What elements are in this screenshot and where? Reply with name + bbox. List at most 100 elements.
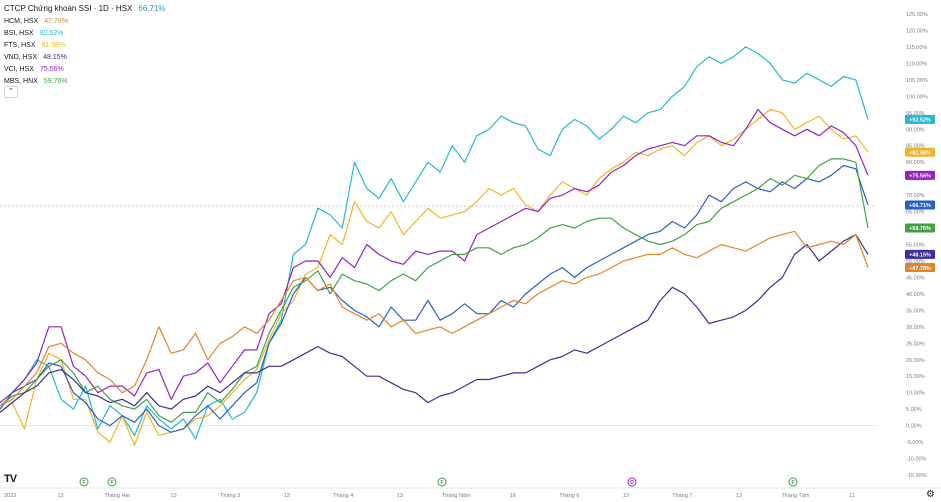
time-axis[interactable]: 2023 13 Tháng Hai 13 Tháng 3 13 Tháng 4 13 Tháng… bbox=[4, 493, 855, 499]
x-tick-label: 13 bbox=[57, 493, 63, 499]
event-marker-label: F bbox=[440, 480, 443, 486]
x-tick-label: Tháng 6 bbox=[559, 493, 579, 499]
x-tick-label: 13 bbox=[171, 493, 177, 499]
series-end-label-bg bbox=[905, 170, 935, 180]
legend: CTCP Chứng khoán SSI · 1D · HSX 66.71% H… bbox=[4, 2, 166, 87]
series-end-label-text: +59.76% bbox=[909, 226, 931, 232]
event-marker-circle bbox=[79, 477, 89, 487]
series-line bbox=[0, 108, 869, 446]
series-end-label-text: +48.15% bbox=[909, 253, 931, 259]
legend-main-value: 66.71% bbox=[138, 4, 166, 13]
legend-item[interactable]: HCM, HSX 47.78% bbox=[4, 15, 166, 27]
event-marker-circle bbox=[627, 477, 637, 487]
legend-main-name: CTCP Chứng khoán SSI · 1D · HSX bbox=[4, 4, 133, 13]
y-tick-label: 70.00% bbox=[906, 193, 925, 199]
y-tick-label: 100.00% bbox=[906, 94, 928, 100]
x-tick-label: Tháng 3 bbox=[220, 493, 240, 499]
x-tick-label: 13 bbox=[397, 493, 403, 499]
y-tick-label: -5.00% bbox=[906, 440, 924, 446]
series-end-label-bg bbox=[905, 249, 935, 259]
series-end-label-text: +81.98% bbox=[909, 151, 931, 157]
legend-item[interactable]: FTS, HSX 81.98% bbox=[4, 39, 166, 51]
grid-lines bbox=[0, 205, 941, 489]
y-tick-label: 95.00% bbox=[906, 111, 925, 117]
event-marker-label: D bbox=[630, 480, 634, 486]
event-marker[interactable]: F bbox=[437, 477, 447, 487]
y-tick-label: 5.00% bbox=[906, 407, 922, 413]
series-end-label: +48.15% bbox=[905, 249, 935, 259]
event-marker[interactable]: D bbox=[627, 477, 637, 487]
series-line bbox=[0, 158, 869, 423]
x-tick-label: 13 bbox=[736, 493, 742, 499]
series-end-label-bg bbox=[905, 114, 935, 124]
y-tick-label: -10.00% bbox=[906, 457, 927, 463]
y-tick-label: 125.00% bbox=[906, 12, 928, 18]
legend-item-name: HCM, HSX bbox=[4, 17, 39, 25]
x-tick-label: 2023 bbox=[4, 493, 16, 499]
series-end-label-bg bbox=[905, 263, 935, 273]
y-tick-label: 10.00% bbox=[906, 391, 925, 397]
legend-item[interactable]: BSI, HSX 92.52% bbox=[4, 27, 166, 39]
event-marker-circle bbox=[788, 477, 798, 487]
series-line bbox=[0, 108, 869, 404]
gear-icon[interactable]: ⚙ bbox=[926, 489, 935, 500]
event-marker-circle bbox=[107, 477, 117, 487]
event-marker-circle bbox=[437, 477, 447, 487]
legend-item[interactable]: VND, HSX 48.15% bbox=[4, 51, 166, 63]
y-tick-label: 105.00% bbox=[906, 78, 928, 84]
price-axis[interactable]: 125.00% 120.00% 115.00% 110.00% 105.00% 100.0… bbox=[906, 12, 928, 479]
y-tick-label: 110.00% bbox=[906, 61, 927, 67]
legend-item-value: 48.15% bbox=[43, 53, 67, 61]
y-tick-label: 25.00% bbox=[906, 341, 925, 347]
event-marker[interactable]: F bbox=[79, 477, 89, 487]
series-line bbox=[0, 234, 869, 413]
legend-item-value: 47.78% bbox=[44, 17, 68, 25]
legend-item-value: 81.98% bbox=[41, 41, 66, 49]
series-line bbox=[0, 46, 869, 440]
series-end-label: +59.76% bbox=[905, 223, 935, 233]
y-tick-label: 0.00% bbox=[906, 424, 922, 430]
x-tick-label: 13 bbox=[623, 493, 629, 499]
event-marker[interactable]: F bbox=[788, 477, 798, 487]
legend-item-value: 92.52% bbox=[39, 29, 64, 37]
y-tick-label: 15.00% bbox=[906, 374, 925, 380]
y-tick-label: 40.00% bbox=[906, 292, 925, 298]
event-marker-label: F bbox=[110, 480, 113, 486]
chevron-up-icon[interactable]: ⌃ bbox=[4, 86, 18, 98]
x-tick-label: 13 bbox=[284, 493, 290, 499]
legend-item-name: VCI, HSX bbox=[4, 65, 34, 73]
y-tick-label: 45.00% bbox=[906, 275, 925, 281]
series-end-label: +47.78% bbox=[905, 263, 935, 273]
legend-item[interactable]: VCI, HSX 75.56% bbox=[4, 63, 166, 75]
y-tick-label: 35.00% bbox=[906, 308, 925, 314]
series-end-label-text: +75.56% bbox=[909, 174, 931, 180]
event-marker[interactable]: F bbox=[107, 477, 117, 487]
y-tick-label: 20.00% bbox=[906, 358, 925, 364]
series-end-label-text: +66.71% bbox=[909, 203, 931, 209]
y-tick-label: 85.00% bbox=[906, 144, 925, 150]
series-end-label-bg bbox=[905, 200, 935, 210]
y-tick-label: 50.00% bbox=[906, 259, 925, 265]
y-tick-label: 30.00% bbox=[906, 325, 925, 331]
legend-item[interactable]: MBS, HNX 59.76% bbox=[4, 75, 166, 87]
series-lines bbox=[0, 46, 869, 446]
y-tick-label: 80.00% bbox=[906, 160, 925, 166]
legend-item-name: MBS, HNX bbox=[4, 77, 38, 85]
y-tick-label: 55.00% bbox=[906, 243, 925, 249]
event-marker-label: F bbox=[791, 480, 794, 486]
series-end-label-bg bbox=[905, 223, 935, 233]
x-tick-label: Tháng Năm bbox=[442, 493, 471, 499]
series-end-label: +81.98% bbox=[905, 147, 935, 157]
series-end-label-bg bbox=[905, 147, 935, 157]
y-tick-label: 65.00% bbox=[906, 210, 925, 216]
legend-main-row[interactable]: CTCP Chứng khoán SSI · 1D · HSX 66.71% bbox=[4, 2, 166, 15]
legend-item-value: 75.56% bbox=[39, 65, 64, 73]
x-tick-label: 16 bbox=[510, 493, 516, 499]
series-end-label: +66.71% bbox=[905, 200, 935, 210]
series-end-label: +75.56% bbox=[905, 170, 935, 180]
legend-item-name: VND, HSX bbox=[4, 53, 38, 61]
series-end-label-text: +47.78% bbox=[909, 266, 931, 272]
tradingview-logo: TV bbox=[4, 473, 17, 485]
